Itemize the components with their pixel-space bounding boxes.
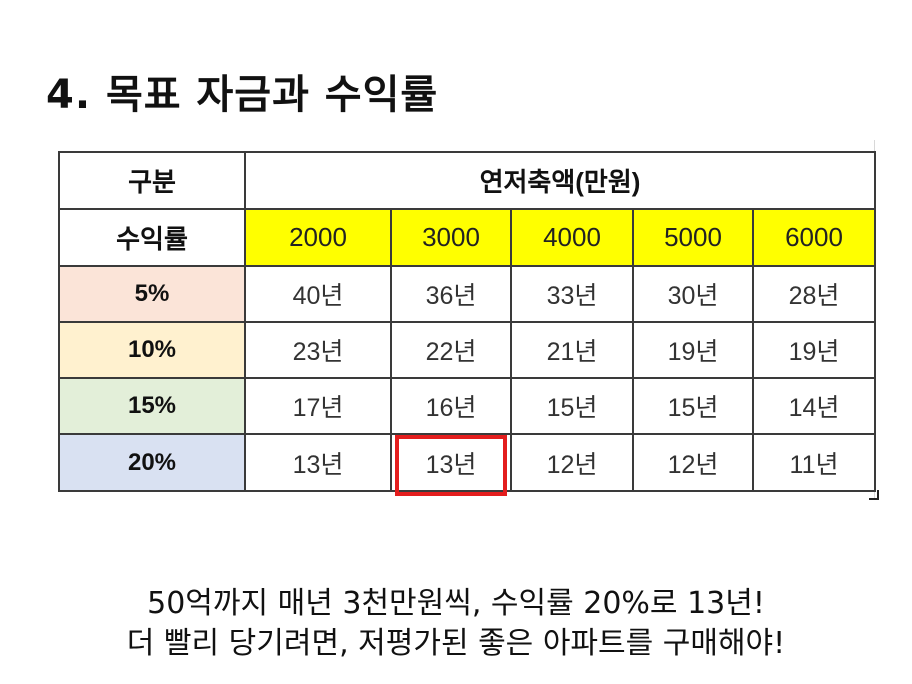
rate-label: 5% <box>58 265 246 323</box>
slide-title: 4. 목표 자금과 수익률 <box>46 72 439 118</box>
years-cell: 17년 <box>244 377 392 435</box>
years-cell: 15년 <box>510 377 634 435</box>
years-cell: 23년 <box>244 321 392 379</box>
years-cell: 12년 <box>510 433 634 492</box>
column-header: 4000 <box>510 208 634 267</box>
rate-label: 10% <box>58 321 246 379</box>
years-cell: 19년 <box>632 321 754 379</box>
rate-label: 15% <box>58 377 246 435</box>
years-cell: 40년 <box>244 265 392 323</box>
table-row: 5% 40년 36년 33년 30년 28년 <box>58 265 877 323</box>
savings-table-container: 구분 연저축액(만원) 수익률 2000 3000 4000 5000 6000… <box>58 151 877 497</box>
rate-label: 20% <box>58 433 246 492</box>
table-row: 10% 23년 22년 21년 19년 19년 <box>58 321 877 379</box>
caption-line-1: 50억까지 매년 3천만원씩, 수익률 20%로 13년! <box>147 586 765 621</box>
header-return-rate: 수익률 <box>58 208 246 267</box>
header-annual-savings: 연저축액(만원) <box>243 151 877 210</box>
caption-line-2: 더 빨리 당기려면, 저평가된 좋은 아파트를 구매해야! <box>126 626 786 661</box>
table-row: 20% 13년 13년 12년 12년 11년 <box>58 433 877 497</box>
column-header: 6000 <box>751 208 877 267</box>
header-category: 구분 <box>58 151 246 210</box>
column-header: 2000 <box>244 208 392 267</box>
years-cell: 13년 <box>244 433 392 492</box>
savings-table: 구분 연저축액(만원) 수익률 2000 3000 4000 5000 6000… <box>58 151 877 497</box>
years-cell: 30년 <box>632 265 754 323</box>
column-header: 3000 <box>390 208 512 267</box>
sheet-selection-handle <box>869 490 879 500</box>
column-header: 5000 <box>632 208 754 267</box>
years-cell: 22년 <box>390 321 512 379</box>
years-cell: 21년 <box>510 321 634 379</box>
years-cell: 12년 <box>632 433 754 492</box>
table-row: 15% 17년 16년 15년 15년 14년 <box>58 377 877 435</box>
years-cell: 16년 <box>390 377 512 435</box>
years-cell: 19년 <box>751 321 877 379</box>
highlighted-years-cell: 13년 <box>390 433 512 497</box>
years-cell: 33년 <box>510 265 634 323</box>
years-cell: 14년 <box>751 377 877 435</box>
years-cell: 36년 <box>390 265 512 323</box>
years-cell: 28년 <box>751 265 877 323</box>
years-cell: 15년 <box>632 377 754 435</box>
years-cell: 11년 <box>751 433 877 492</box>
